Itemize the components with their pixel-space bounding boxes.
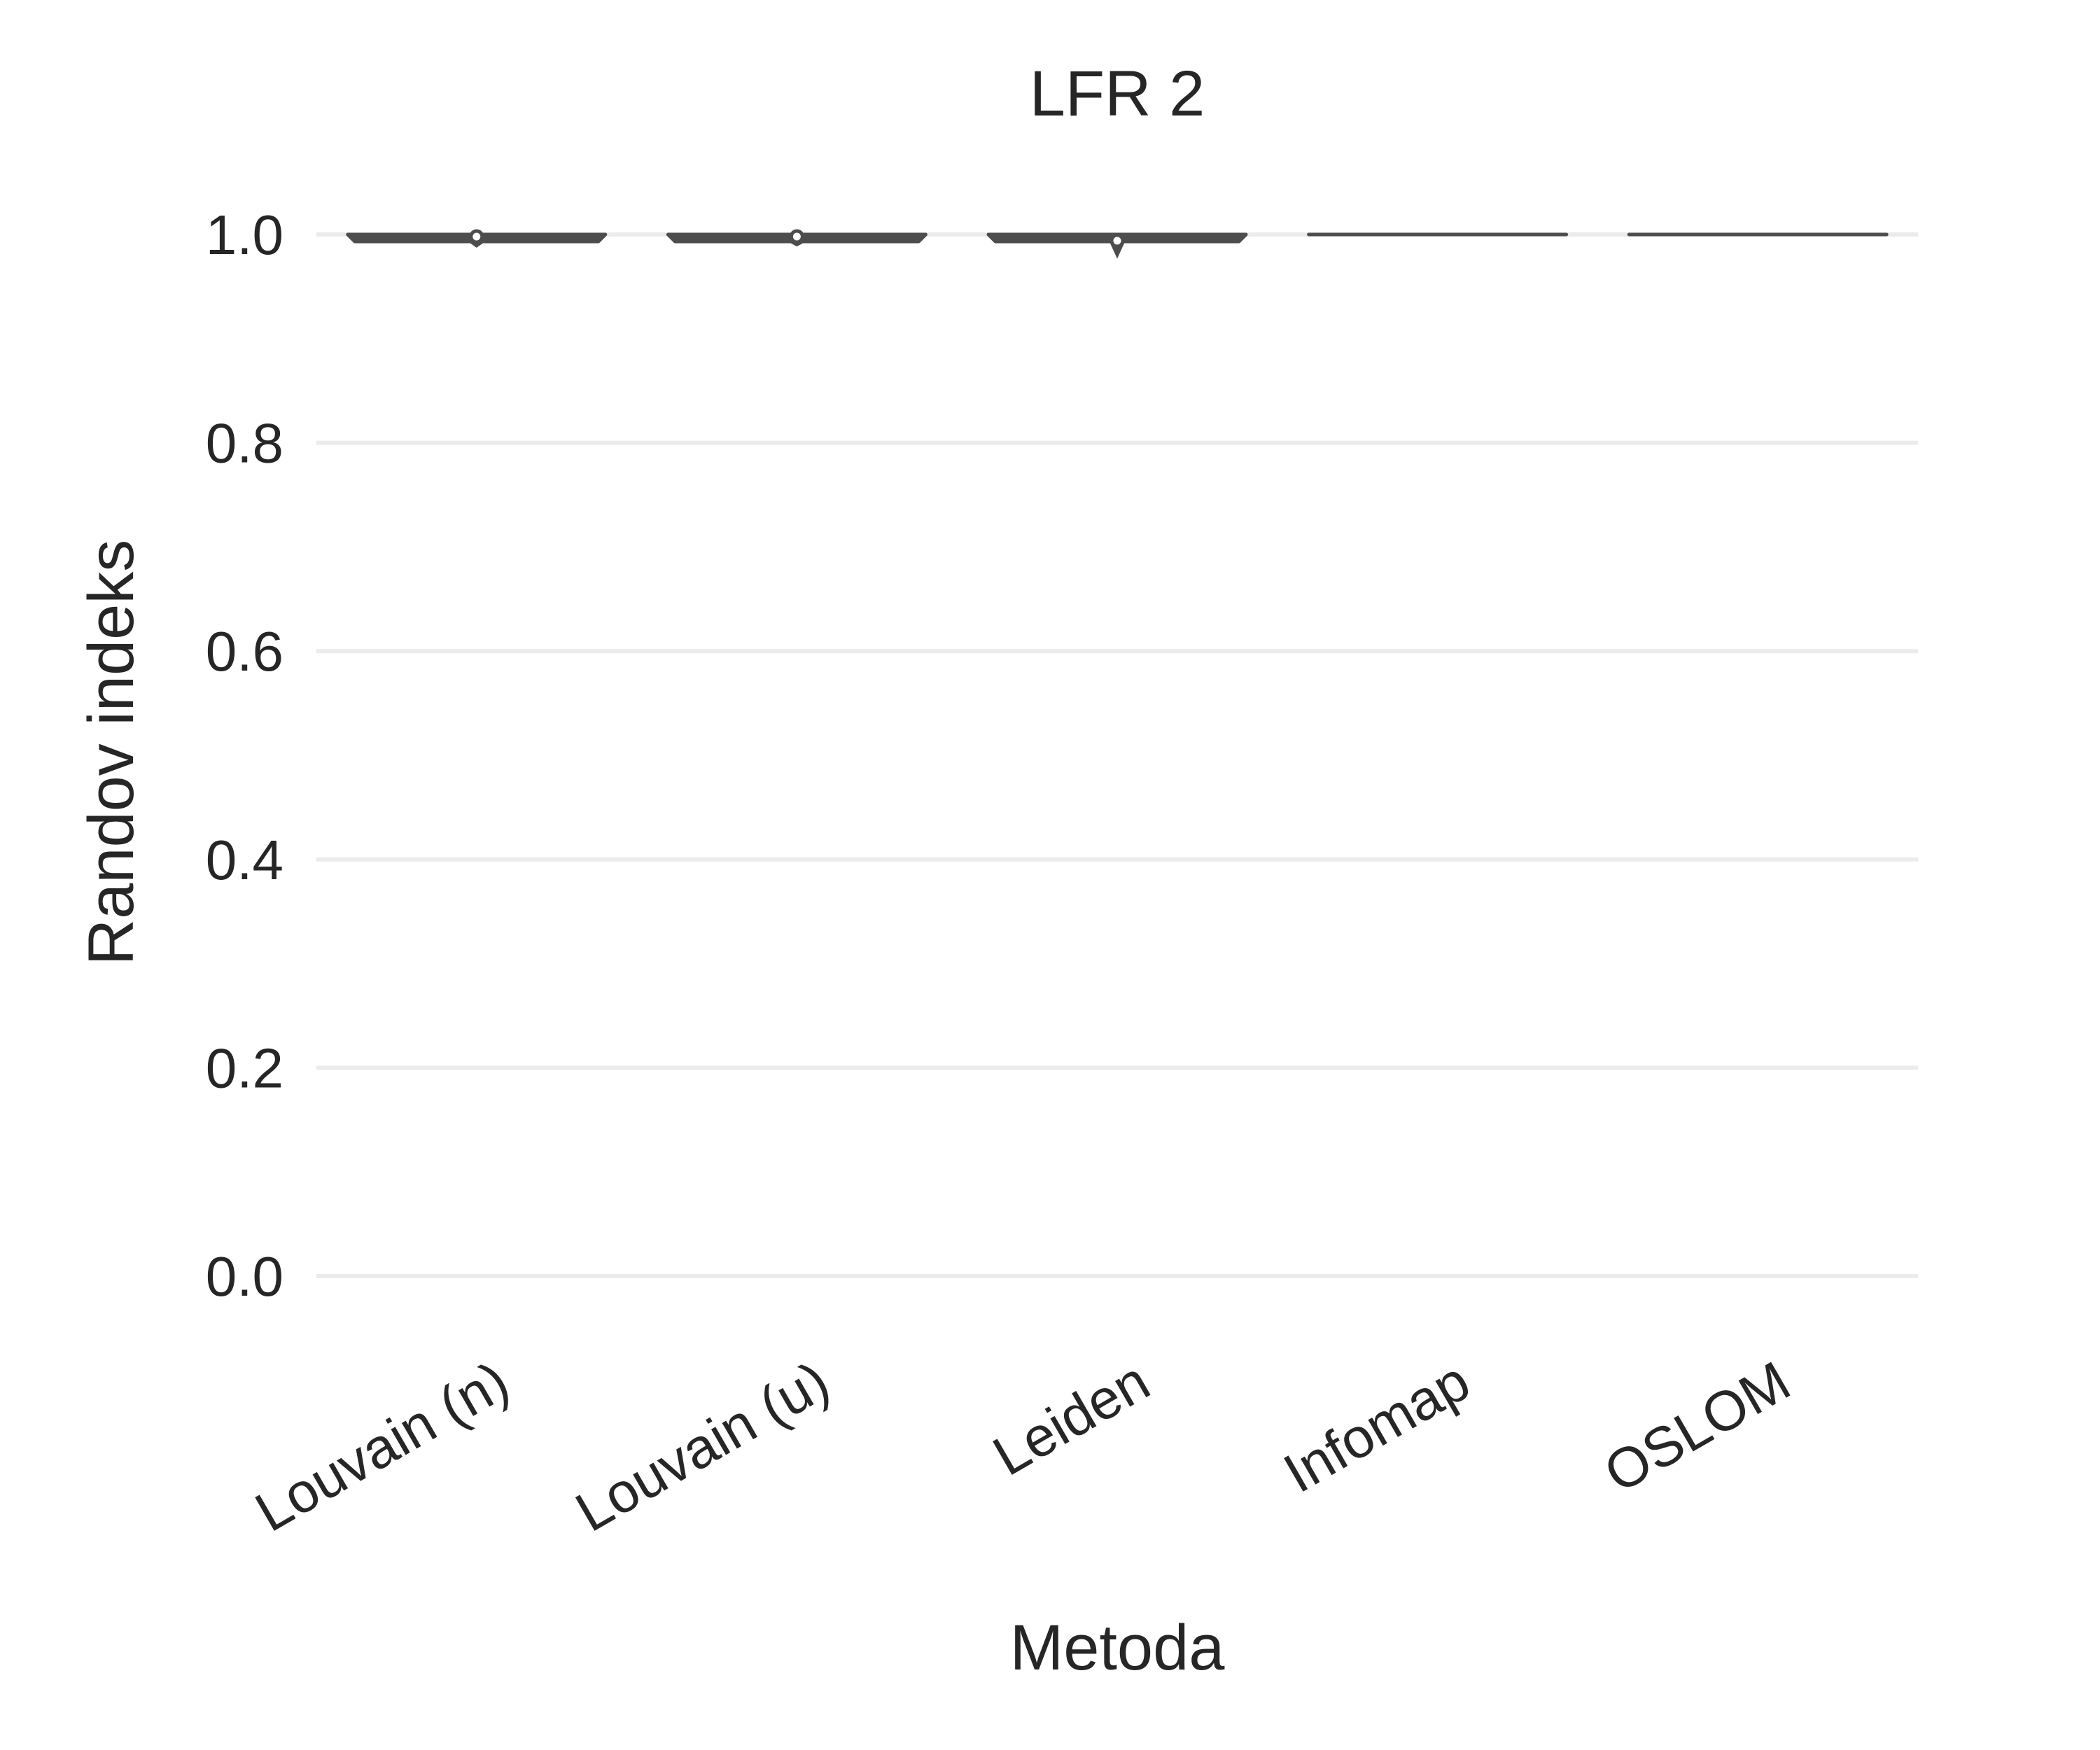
x-axis-label: Metoda — [1010, 1612, 1226, 1684]
chart-title: LFR 2 — [1030, 58, 1205, 130]
median-point — [469, 229, 484, 244]
y-tick-label: 0.8 — [206, 412, 284, 475]
violins — [346, 229, 1889, 259]
y-tick-labels: 0.0 0.2 0.4 0.6 0.8 1.0 — [206, 204, 284, 1308]
violin — [346, 229, 608, 248]
y-tick-label: 1.0 — [206, 204, 284, 266]
y-tick-label: 0.0 — [206, 1245, 284, 1308]
violin — [986, 232, 1248, 259]
x-tick-label: Louvain (u) — [566, 1350, 839, 1544]
x-tick-labels: Louvain (n) Louvain (u) Leiden Infomap OSLOM — [245, 1350, 1800, 1544]
y-axis-label: Randov indeks — [76, 540, 147, 966]
median-point — [789, 229, 804, 244]
x-tick-label: Infomap — [1273, 1350, 1480, 1505]
y-tick-label: 0.6 — [206, 620, 284, 682]
x-tick-label: Louvain (n) — [245, 1350, 519, 1544]
x-tick-label: Leiden — [983, 1350, 1160, 1488]
median-point — [1110, 233, 1125, 248]
y-tick-label: 0.2 — [206, 1037, 284, 1099]
grid — [316, 232, 1918, 1278]
y-tick-label: 0.4 — [206, 829, 284, 891]
violin — [666, 229, 927, 247]
x-tick-label: OSLOM — [1594, 1350, 1800, 1505]
